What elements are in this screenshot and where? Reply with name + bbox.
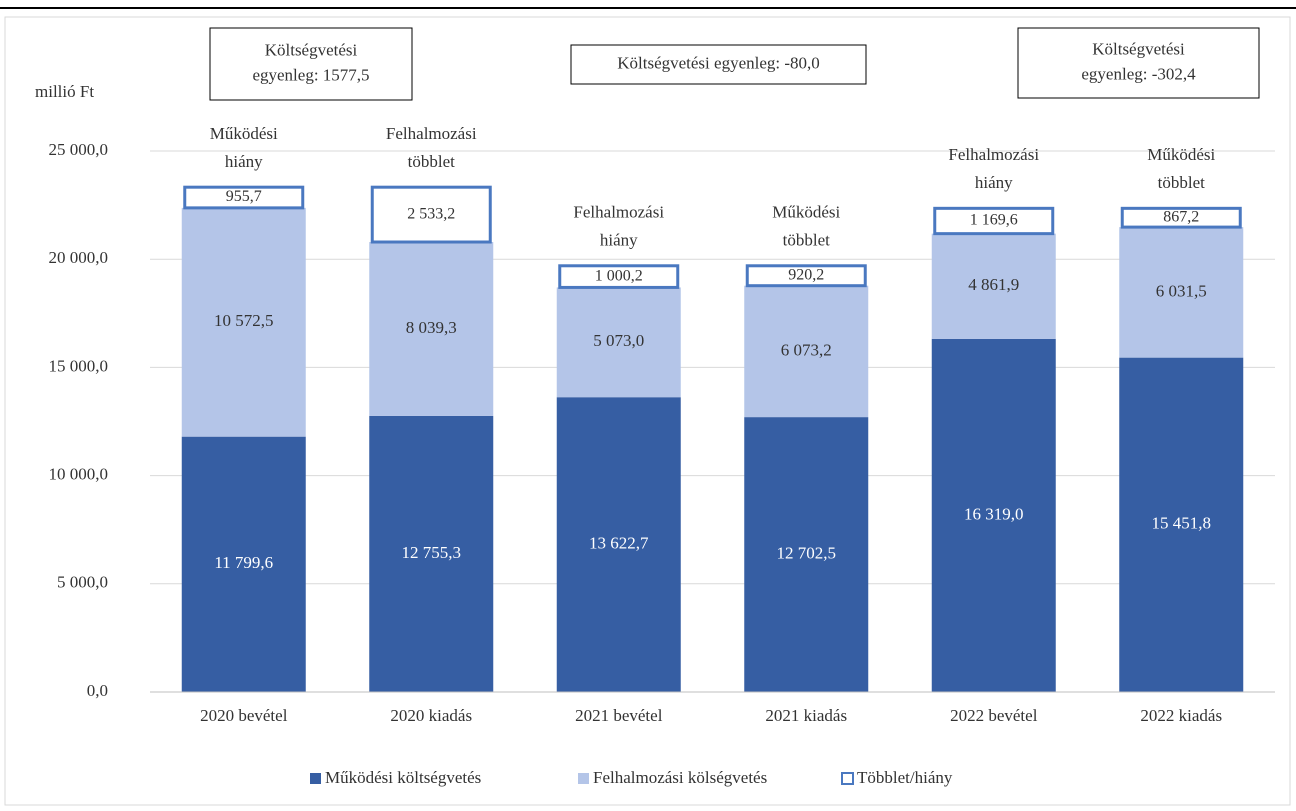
- bar-note: többlet: [408, 152, 455, 171]
- balance-box: [1017, 27, 1260, 99]
- value-label: 867,2: [1163, 208, 1199, 225]
- bar-segment: [370, 185, 492, 244]
- y-tick-label: 10 000,0: [49, 465, 109, 484]
- bar-segment: [181, 207, 306, 437]
- value-label: 5 073,0: [593, 331, 644, 350]
- bar-segment: [933, 206, 1055, 236]
- value-label: 10 572,5: [214, 311, 274, 330]
- balance-box: [209, 27, 413, 101]
- bar-segment: [931, 233, 1056, 339]
- value-label: 8 039,3: [406, 318, 457, 337]
- legend-swatch: [578, 773, 589, 784]
- legend-label: Többlet/hiány: [857, 768, 953, 787]
- value-label: 15 451,8: [1152, 514, 1212, 533]
- bar-note: Felhalmozási: [386, 124, 477, 143]
- value-label: 11 799,6: [214, 553, 273, 572]
- balance-text: Költségvetési egyenleg: -80,0: [617, 53, 820, 72]
- bar-segment: [745, 264, 867, 288]
- bar-segment: [183, 185, 305, 210]
- value-label: 4 861,9: [968, 275, 1019, 294]
- value-label: 1 000,2: [595, 267, 643, 284]
- legend-swatch: [310, 773, 321, 784]
- x-tick-label: 2020 kiadás: [390, 706, 472, 725]
- y-tick-label: 25 000,0: [49, 140, 109, 159]
- bar-segment: [1119, 227, 1244, 358]
- bar-note: többlet: [783, 231, 830, 250]
- bar-segment: [931, 338, 1056, 692]
- bar-note: Működési: [210, 124, 278, 143]
- bar-segment: [556, 287, 681, 398]
- bar-segment: [744, 417, 869, 692]
- y-tick-label: 0,0: [87, 681, 108, 700]
- bar-segment: [556, 397, 681, 692]
- value-label: 12 755,3: [402, 543, 462, 562]
- bar-note: hiány: [975, 173, 1013, 192]
- legend-label: Felhalmozási kölségvetés: [593, 768, 767, 787]
- bar-segment: [1120, 206, 1242, 229]
- x-tick-label: 2021 bevétel: [575, 706, 663, 725]
- bar-note: hiány: [225, 152, 263, 171]
- bar-note: Működési: [1147, 145, 1215, 164]
- balance-text: egyenleg: -302,4: [1081, 64, 1196, 83]
- value-label: 6 073,2: [781, 340, 832, 359]
- bar-segment: [181, 436, 306, 692]
- value-label: 16 319,0: [964, 504, 1024, 523]
- y-tick-label: 5 000,0: [57, 573, 108, 592]
- value-label: 1 169,6: [970, 212, 1018, 229]
- legend-swatch: [841, 772, 854, 785]
- y-tick-label: 20 000,0: [49, 248, 109, 267]
- value-label: 6 031,5: [1156, 281, 1207, 300]
- y-axis-label: millió Ft: [35, 82, 94, 101]
- balance-box: [570, 44, 867, 85]
- balance-text: Költségvetési: [1092, 39, 1185, 58]
- bar-note: hiány: [600, 231, 638, 250]
- bar-note: Felhalmozási: [948, 145, 1039, 164]
- chart-frame: [4, 16, 1291, 806]
- value-label: 12 702,5: [777, 543, 837, 562]
- value-label: 920,2: [788, 266, 824, 283]
- balance-text: Költségvetési: [265, 40, 358, 59]
- bar-segment: [369, 415, 494, 692]
- bar-segment: [744, 285, 869, 418]
- balance-text: egyenleg: 1577,5: [252, 65, 369, 84]
- bar-note: többlet: [1158, 173, 1205, 192]
- bar-segment: [1119, 357, 1244, 692]
- x-tick-label: 2020 bevétel: [200, 706, 288, 725]
- x-tick-label: 2022 bevétel: [950, 706, 1038, 725]
- x-tick-label: 2022 kiadás: [1140, 706, 1222, 725]
- bar-note: Működési: [772, 203, 840, 222]
- bar-segment: [558, 264, 680, 289]
- value-label: 955,7: [226, 188, 262, 205]
- bar-segment: [369, 242, 494, 416]
- x-tick-label: 2021 kiadás: [765, 706, 847, 725]
- legend-label: Működési költségvetés: [325, 768, 481, 787]
- bar-note: Felhalmozási: [573, 203, 664, 222]
- y-tick-label: 15 000,0: [49, 356, 109, 375]
- value-label: 13 622,7: [589, 534, 649, 553]
- value-label: 2 533,2: [407, 205, 455, 222]
